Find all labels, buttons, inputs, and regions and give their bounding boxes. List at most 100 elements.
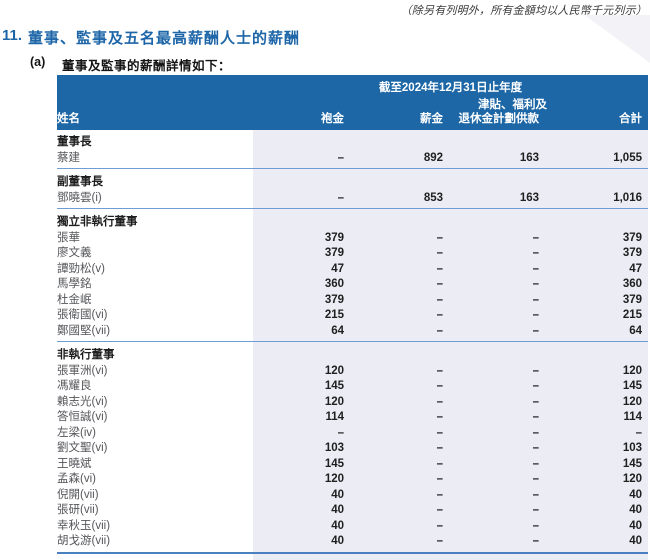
- section-header-row: 獨立非執行董事: [57, 215, 648, 231]
- numeric-columns-shading: [253, 130, 648, 560]
- page-corner-decoration: [584, 15, 650, 63]
- section-header-row: 副董事長: [57, 175, 648, 191]
- table-row: 廖文義 379 – – 379: [57, 246, 648, 262]
- cell-benefits: –: [532, 535, 539, 547]
- table-row: 幸秋玉(vii) 40 – – 40: [57, 519, 648, 535]
- section-header-label: 非執行董事: [57, 349, 115, 361]
- cell-name: 答恒誠(vi): [57, 411, 108, 423]
- cell-benefits: –: [532, 442, 539, 454]
- column-header-benefits: 退休金計劃供款: [458, 113, 540, 125]
- cell-name: 張衛國(vi): [57, 309, 108, 321]
- column-header-total: 合計: [619, 113, 642, 125]
- cell-benefits: –: [532, 411, 539, 423]
- table-row: 張華 379 – – 379: [57, 231, 648, 247]
- cell-fees: 120: [324, 395, 344, 408]
- cell-fees: 379: [324, 293, 344, 306]
- cell-salary: –: [436, 364, 443, 377]
- cell-name: 鄭國堅(vii): [57, 324, 111, 337]
- section-title: 董事、監事及五名最高薪酬人士的薪酬: [28, 30, 301, 47]
- cell-salary: –: [436, 309, 443, 321]
- cell-name: 張華: [57, 231, 80, 244]
- cell-benefits: –: [532, 278, 539, 290]
- cell-fees: 215: [324, 309, 344, 321]
- subsection-label: (a): [30, 55, 46, 69]
- cell-salary: –: [436, 411, 443, 423]
- period-header: 截至2024年12月31日止年度: [378, 82, 523, 94]
- cell-name: 王曉斌: [57, 457, 92, 470]
- cell-name: 幸秋玉(vii): [57, 519, 111, 532]
- section-header-label: 董事長: [57, 136, 92, 148]
- cell-fees: 114: [325, 411, 344, 423]
- cell-total: 40: [629, 535, 642, 547]
- cell-benefits: –: [532, 395, 539, 408]
- column-header-fees: 袍金: [321, 113, 344, 125]
- column-header-salary: 薪金: [420, 113, 443, 125]
- column-header-name: 姓名: [57, 113, 80, 125]
- cell-fees: 120: [324, 364, 344, 377]
- cell-name: 胡戈游(vii): [57, 535, 111, 547]
- cell-total: 145: [622, 457, 642, 470]
- cell-name: 馮耀良: [57, 380, 92, 392]
- cell-fees: 145: [324, 380, 344, 392]
- section-header-row: 非執行董事: [57, 348, 648, 364]
- cell-fees: –: [337, 426, 344, 439]
- cell-name: 蔡建: [57, 151, 80, 164]
- cell-benefits: 163: [519, 151, 539, 164]
- cell-name: 張研(vii): [57, 504, 99, 516]
- table-header: 截至2024年12月31日止年度 津貼、福利及 姓名 袍金 薪金 退休金計劃供款…: [57, 75, 648, 130]
- cell-salary: –: [436, 426, 443, 439]
- cell-fees: 40: [331, 519, 344, 532]
- table-row: 王曉斌 145 – – 145: [57, 457, 648, 473]
- cell-name: 馬學銘: [57, 278, 92, 290]
- cell-salary: 892: [423, 151, 443, 164]
- cell-salary: –: [436, 380, 443, 392]
- cell-name: 鄧曉雲(i): [57, 191, 102, 204]
- table-row: 張軍洲(vi) 120 – – 120: [57, 364, 648, 380]
- cell-salary: –: [436, 488, 443, 501]
- cell-salary: –: [436, 293, 443, 306]
- table-row: 杜金岷 379 – – 379: [57, 293, 648, 309]
- cell-name: 倪開(vii): [57, 488, 99, 501]
- table-row: 蔡建 – 892 163 1,055: [57, 151, 648, 167]
- cell-salary: –: [436, 519, 443, 532]
- cell-fees: 360: [324, 278, 344, 290]
- table-row: 馬學銘 360 – – 360: [57, 277, 648, 293]
- cell-total: 1,055: [613, 151, 642, 164]
- cell-salary: 853: [423, 191, 443, 204]
- cell-name: 賴志光(vi): [57, 395, 108, 408]
- cell-benefits: –: [532, 380, 539, 392]
- table-body: 董事長蔡建 – 892 163 1,055 副董事長 鄧曉雲(i) – 853 163 1,016 獨…: [57, 135, 648, 554]
- subsection-title: 董事及監事的薪酬詳情如下：: [62, 59, 232, 73]
- cell-name: 杜金岷: [57, 293, 92, 306]
- cell-fees: 379: [324, 247, 344, 259]
- table-row: 倪開(vii) 40 – – 40: [57, 488, 648, 504]
- cell-fees: –: [337, 191, 344, 204]
- cell-name: 劉文聖(vi): [57, 442, 108, 454]
- table-section: 董事長蔡建 – 892 163 1,055: [57, 135, 648, 169]
- cell-benefits: –: [532, 519, 539, 532]
- table-row: 鄭國堅(vii) 64 – – 64: [57, 324, 648, 340]
- cell-fees: 145: [324, 457, 344, 470]
- table-row: 張研(vii) 40 – – 40: [57, 503, 648, 519]
- cell-salary: –: [436, 262, 443, 275]
- cell-fees: –: [337, 151, 344, 164]
- section-number: 11.: [2, 27, 23, 44]
- cell-total: 40: [629, 488, 642, 501]
- table-section: 非執行董事 張軍洲(vi) 120 – – 120 馮耀良 145 – – 145 賴志光(vi) 12…: [57, 348, 648, 554]
- cell-name: 廖文義: [57, 247, 92, 259]
- cell-total: 1,016: [613, 191, 642, 204]
- cell-benefits: –: [532, 293, 539, 306]
- table-row: 賴志光(vi) 120 – – 120: [57, 395, 648, 411]
- cell-benefits: –: [532, 426, 539, 439]
- cell-total: 120: [622, 473, 642, 485]
- table-row: 張衛國(vi) 215 – – 215: [57, 308, 648, 324]
- cell-total: 120: [622, 364, 642, 377]
- cell-salary: –: [436, 231, 443, 244]
- cell-benefits: –: [532, 457, 539, 470]
- cell-total: 379: [622, 231, 642, 244]
- cell-fees: 64: [331, 324, 344, 337]
- table-row: 譚勁松(v) 47 – – 47: [57, 262, 648, 278]
- cell-benefits: –: [532, 488, 539, 501]
- cell-benefits: –: [532, 473, 539, 485]
- column-group-label: 津貼、福利及: [478, 99, 547, 111]
